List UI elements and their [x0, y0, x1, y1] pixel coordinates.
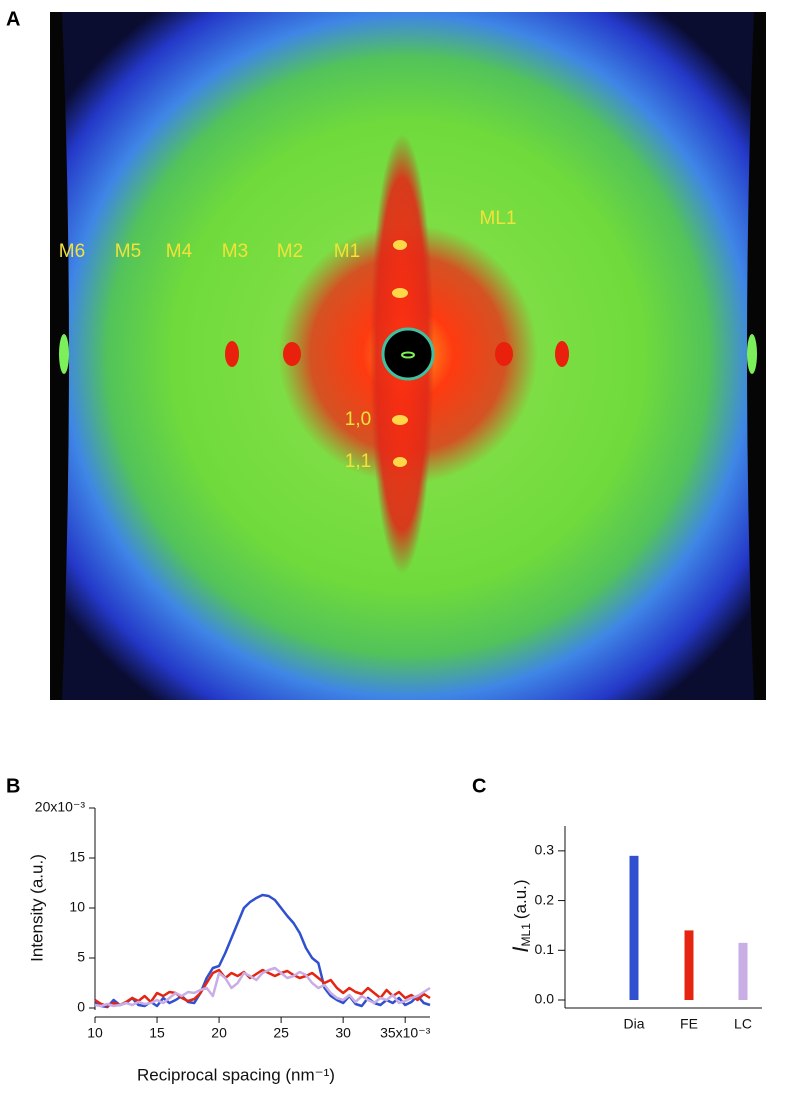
x-axis-title: Reciprocal spacing (nm⁻¹) — [137, 1065, 335, 1084]
annotation: 1,1 — [345, 451, 371, 472]
annotation: M4 — [166, 241, 193, 262]
data-line — [94, 893, 431, 1009]
y-tick-label: 5 — [77, 949, 85, 965]
panel-label: C — [472, 775, 486, 797]
x-tick-label: Dia — [623, 1016, 644, 1032]
y-tick-label: 0.2 — [535, 891, 555, 907]
annotation: M6 — [59, 241, 85, 262]
x-tick-label: 25 — [273, 1025, 289, 1041]
annotation: M2 — [277, 241, 303, 262]
annotation: 1,0 — [345, 409, 371, 430]
x-tick-label: 35x10⁻³ — [380, 1025, 431, 1041]
data-line — [94, 966, 431, 1008]
y-tick-label: 0 — [77, 999, 85, 1015]
y-axis-title: IML1 (a.u.) — [508, 879, 533, 952]
x-tick-label: 10 — [87, 1025, 103, 1041]
data-line — [94, 968, 431, 1008]
annotation: M1 — [334, 241, 360, 262]
x-tick-label: 20 — [211, 1025, 227, 1041]
bar — [629, 855, 639, 1000]
y-tick-label: 10 — [69, 899, 85, 915]
x-tick-label: 30 — [335, 1025, 351, 1041]
y-tick-label: 15 — [69, 849, 85, 865]
x-tick-label: 15 — [149, 1025, 165, 1041]
y-label-symbol: I — [508, 946, 533, 952]
panel-label: A — [6, 8, 20, 30]
x-tick-label: FE — [680, 1016, 698, 1032]
bar — [738, 942, 748, 1000]
annotation: M5 — [115, 241, 141, 262]
y-tick-label: 0.3 — [535, 842, 555, 858]
annotation: ML1 — [480, 208, 517, 229]
image-annotations: M6 M5 M4 M3 M2 M1 ML1 1,0 1,1 — [59, 208, 517, 472]
y-tick-label: 20x10⁻³ — [35, 799, 86, 815]
diffraction-image — [50, 12, 766, 700]
annotation: M3 — [222, 241, 248, 262]
panel-label: B — [6, 775, 20, 797]
y-tick-label: 0.0 — [535, 991, 555, 1007]
bar — [684, 930, 694, 1000]
y-label-unit: (a.u.) — [511, 879, 530, 919]
y-axis-title: Intensity (a.u.) — [27, 854, 46, 962]
x-tick-label: LC — [734, 1016, 752, 1032]
y-label-subscript: ML1 — [519, 923, 533, 947]
y-tick-label: 0.1 — [535, 941, 555, 957]
